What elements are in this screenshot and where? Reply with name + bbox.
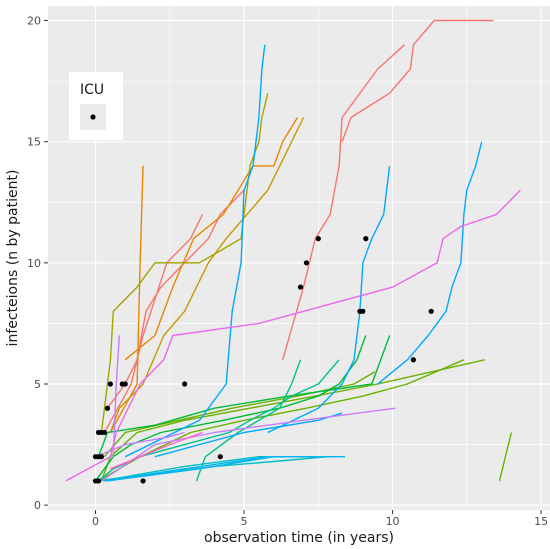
x-tick-label: 5 — [241, 515, 248, 528]
icu-point — [104, 405, 111, 411]
icu-points — [92, 236, 434, 484]
icu-point — [107, 381, 113, 387]
y-tick-label: 15 — [27, 136, 41, 149]
icu-point — [360, 308, 366, 314]
series-line-5 — [109, 165, 144, 433]
series-line-12 — [498, 432, 513, 482]
icu-point — [297, 284, 304, 290]
series-line-8 — [100, 93, 269, 433]
icu-point — [98, 454, 105, 460]
series-line-23 — [377, 141, 483, 385]
x-tick-label: 0 — [92, 515, 99, 528]
series-line-22 — [267, 165, 391, 434]
icu-point — [428, 308, 434, 314]
plot-panel — [48, 6, 550, 510]
legend-marker — [90, 114, 96, 120]
series-line-16 — [195, 359, 302, 482]
icu-point — [315, 236, 321, 242]
series-line-25 — [101, 407, 396, 482]
icu-point — [140, 478, 146, 484]
series-line-4 — [106, 189, 245, 409]
y-tick-label: 0 — [34, 499, 41, 512]
y-tick-label: 5 — [34, 378, 41, 391]
series-line-6 — [124, 117, 299, 361]
series-line-1 — [341, 19, 494, 142]
series-line-28 — [65, 189, 521, 482]
x-axis: 0 5 10 15 — [92, 510, 548, 528]
y-axis: 0 5 10 15 20 — [27, 15, 48, 512]
series-line-11 — [103, 371, 376, 458]
series-line-27 — [112, 335, 120, 457]
icu-point — [122, 381, 128, 387]
icu-point — [95, 478, 102, 484]
series-line-7 — [109, 117, 305, 433]
series-line-10 — [100, 359, 485, 482]
y-tick-label: 20 — [27, 15, 41, 28]
series-line-29 — [110, 431, 203, 470]
series-line-3 — [103, 214, 204, 433]
y-tick-label: 10 — [27, 257, 41, 270]
icu-point — [217, 454, 223, 460]
icu-point — [363, 236, 369, 242]
icu-point — [101, 429, 108, 436]
legend-title: ICU — [80, 82, 104, 98]
series-line-13 — [97, 335, 391, 457]
series-line-21 — [124, 44, 266, 458]
x-axis-label: observation time (in years) — [204, 530, 394, 546]
series-line-2 — [282, 44, 405, 360]
x-tick-label: 15 — [534, 515, 548, 528]
icu-point — [303, 260, 310, 266]
icu-point — [410, 357, 416, 363]
series-lines — [65, 19, 521, 482]
legend: ICU — [69, 72, 123, 140]
icu-point — [182, 381, 188, 387]
x-tick-label: 10 — [386, 515, 400, 528]
series-line-20 — [107, 456, 345, 482]
series-line-26 — [95, 431, 185, 458]
y-axis-label: infecteions (n by patient) — [5, 170, 21, 347]
